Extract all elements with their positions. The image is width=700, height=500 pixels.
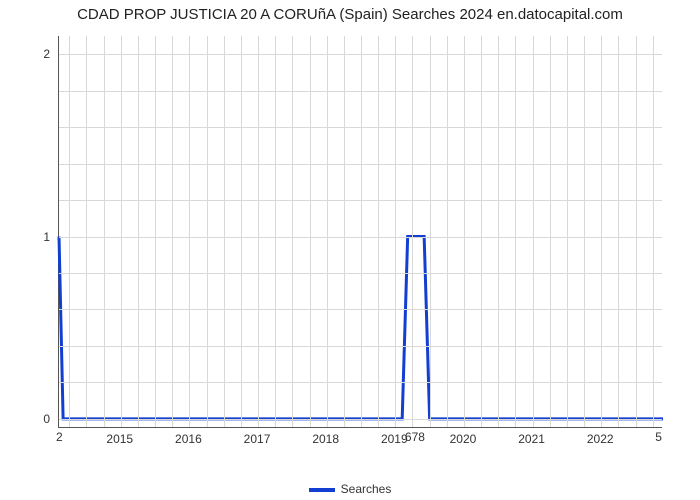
annotation: 678 [405, 430, 425, 444]
x-tick-label: 2019 [381, 432, 408, 446]
gridline-v-minor [447, 36, 448, 427]
gridline-v-minor [69, 36, 70, 427]
gridline-v-minor [224, 36, 225, 427]
gridline-v [258, 36, 259, 427]
gridline-v-minor [155, 36, 156, 427]
legend: Searches [0, 482, 700, 496]
gridline-v-minor [344, 36, 345, 427]
gridline-v [601, 36, 602, 427]
gridline-v [464, 36, 465, 427]
gridline-v-minor [584, 36, 585, 427]
chart-container: { "chart": { "type": "line", "title": "C… [0, 0, 700, 500]
gridline-v-minor [275, 36, 276, 427]
gridline-v-minor [636, 36, 637, 427]
gridline-v-minor [310, 36, 311, 427]
x-tick-label: 2020 [450, 432, 477, 446]
plot-area [58, 36, 662, 428]
y-tick-label: 0 [43, 412, 50, 426]
gridline-v-minor [138, 36, 139, 427]
gridline-v-minor [104, 36, 105, 427]
x-tick-label: 2022 [587, 432, 614, 446]
gridline-v-minor [378, 36, 379, 427]
x-tick-label: 2017 [244, 432, 271, 446]
y-tick-label: 1 [43, 230, 50, 244]
gridline-v [395, 36, 396, 427]
gridline-v-minor [412, 36, 413, 427]
gridline-v-minor [361, 36, 362, 427]
gridline-v-minor [172, 36, 173, 427]
legend-swatch [309, 488, 335, 492]
gridline-v [533, 36, 534, 427]
annotation: 2 [56, 430, 63, 444]
gridline-v-minor [498, 36, 499, 427]
gridline-v [327, 36, 328, 427]
x-tick-label: 2016 [175, 432, 202, 446]
x-tick-label: 2021 [518, 432, 545, 446]
gridline-v-minor [86, 36, 87, 427]
gridline-v-minor [430, 36, 431, 427]
annotation: 5 [655, 430, 662, 444]
gridline-v-minor [550, 36, 551, 427]
x-tick-label: 2015 [106, 432, 133, 446]
gridline-v-minor [207, 36, 208, 427]
gridline-v-minor [241, 36, 242, 427]
gridline-v [189, 36, 190, 427]
y-tick-label: 2 [43, 47, 50, 61]
legend-label: Searches [341, 482, 392, 496]
gridline-v-minor [618, 36, 619, 427]
gridline-v [121, 36, 122, 427]
gridline-v-minor [567, 36, 568, 427]
chart-title: CDAD PROP JUSTICIA 20 A CORUñA (Spain) S… [0, 6, 700, 23]
x-tick-label: 2018 [312, 432, 339, 446]
gridline-v-minor [481, 36, 482, 427]
gridline-v-minor [292, 36, 293, 427]
gridline-v-minor [515, 36, 516, 427]
gridline-v-minor [653, 36, 654, 427]
